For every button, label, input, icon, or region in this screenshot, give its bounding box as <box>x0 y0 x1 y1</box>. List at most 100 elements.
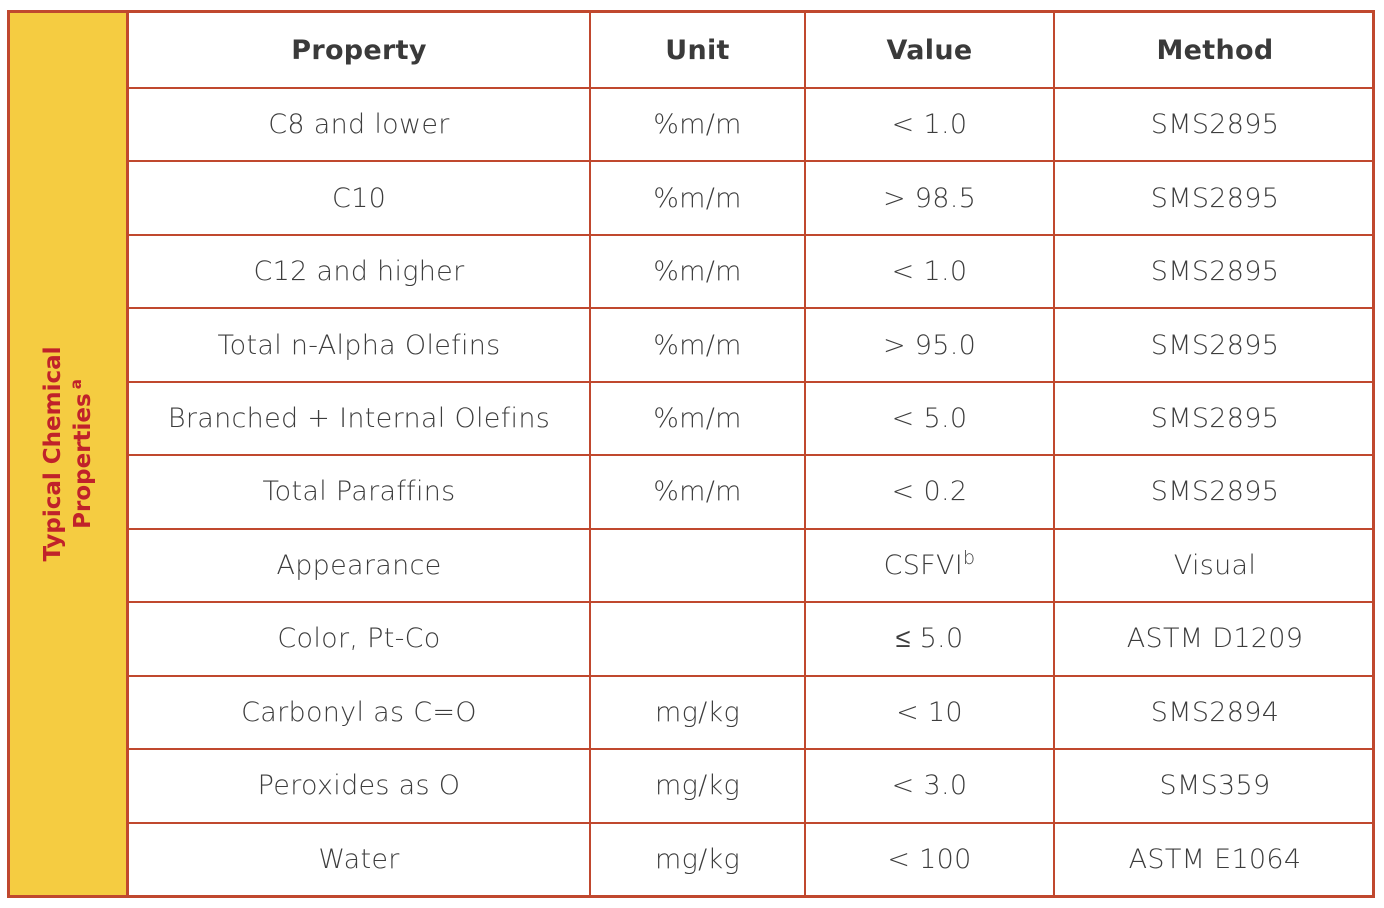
cell-property: Appearance <box>129 527 591 604</box>
cell-property: Total n-Alpha Olefins <box>129 307 591 383</box>
cell-value-text: < 5.0 <box>891 403 968 435</box>
cell-method-text: ASTM D1209 <box>1126 623 1304 655</box>
cell-method-text: Visual <box>1173 549 1257 581</box>
cell-unit: %m/m <box>589 307 806 383</box>
cell-value-text: < 10 <box>896 696 963 728</box>
cell-value-text: < 1.0 <box>891 256 968 288</box>
cell-property-text: Color, Pt-Co <box>277 623 441 655</box>
cell-method: Visual <box>1053 527 1375 604</box>
cell-unit-text: %m/m <box>653 476 742 508</box>
cell-property-text: Branched + Internal Olefins <box>167 403 551 435</box>
table-row: Branched + Internal Olefins %m/m < 5.0 SMS2… <box>129 380 1375 457</box>
cell-method: SMS359 <box>1053 748 1375 824</box>
cell-unit-text: mg/kg <box>655 770 740 802</box>
cell-unit: mg/kg <box>589 748 806 824</box>
cell-method-text: SMS2895 <box>1150 476 1280 508</box>
cell-property: C12 and higher <box>129 233 591 310</box>
cell-method-text: SMS2894 <box>1150 696 1280 728</box>
cell-method: SMS2895 <box>1053 160 1375 236</box>
cell-property-text: C8 and lower <box>268 109 450 141</box>
cell-unit-text: %m/m <box>653 109 742 141</box>
cell-method-text: SMS2895 <box>1150 182 1280 214</box>
cell-unit-text: mg/kg <box>655 843 740 875</box>
table-row: Total n-Alpha Olefins %m/m > 95.0 SMS2895 <box>129 307 1375 383</box>
cell-property-text: Peroxides as O <box>257 770 461 802</box>
header-row: Property Unit Value Method <box>129 13 1375 89</box>
header-unit: Unit <box>589 13 806 89</box>
cell-value-text: < 0.2 <box>891 476 968 508</box>
cell-method-text: SMS2895 <box>1150 329 1280 361</box>
cell-value: < 5.0 <box>804 380 1055 457</box>
table-row: Color, Pt-Co ≤ 5.0 ASTM D1209 <box>129 601 1375 677</box>
side-category-band: Typical Chemical Properties a <box>10 13 129 895</box>
side-label-line2: Properties <box>70 393 96 529</box>
table-row: C10 %m/m > 98.5 SMS2895 <box>129 160 1375 236</box>
properties-table-frame: Typical Chemical Properties a Property Un… <box>7 10 1375 898</box>
table-row: Water mg/kg < 100 ASTM E1064 <box>129 821 1375 895</box>
cell-unit: %m/m <box>589 160 806 236</box>
cell-unit: %m/m <box>589 454 806 530</box>
cell-unit-text: %m/m <box>653 182 742 214</box>
cell-value-text: > 95.0 <box>882 329 977 361</box>
cell-unit-text: %m/m <box>653 256 742 288</box>
side-category-label: Typical Chemical Properties a <box>38 346 98 561</box>
cell-unit: mg/kg <box>589 674 806 751</box>
cell-property: C10 <box>129 160 591 236</box>
cell-property: Carbonyl as C=O <box>129 674 591 751</box>
header-value: Value <box>804 13 1055 89</box>
cell-unit-text: %m/m <box>653 329 742 361</box>
cell-value-text: < 1.0 <box>891 109 968 141</box>
cell-method: SMS2895 <box>1053 454 1375 530</box>
cell-method: SMS2895 <box>1053 380 1375 457</box>
cell-unit <box>589 527 806 604</box>
cell-property-text: Total Paraffins <box>262 476 456 508</box>
cell-method: SMS2895 <box>1053 307 1375 383</box>
cell-property: Peroxides as O <box>129 748 591 824</box>
cell-value: CSFVIb <box>804 527 1055 604</box>
cell-value: < 3.0 <box>804 748 1055 824</box>
cell-value: > 95.0 <box>804 307 1055 383</box>
cell-method: SMS2894 <box>1053 674 1375 751</box>
cell-method-text: SMS359 <box>1159 770 1271 802</box>
table-row: C8 and lower %m/m < 1.0 SMS2895 <box>129 88 1375 163</box>
cell-unit: mg/kg <box>589 821 806 895</box>
table-body: C8 and lower %m/m < 1.0 SMS2895 C10 %m/m > 98.… <box>129 88 1375 895</box>
cell-method-text: ASTM E1064 <box>1128 843 1302 875</box>
cell-value: < 100 <box>804 821 1055 895</box>
cell-property-text: Water <box>318 843 400 875</box>
cell-value-text: < 3.0 <box>891 770 968 802</box>
cell-method-text: SMS2895 <box>1150 256 1280 288</box>
cell-value: < 0.2 <box>804 454 1055 530</box>
cell-property-text: Carbonyl as C=O <box>241 696 477 728</box>
cell-unit: %m/m <box>589 233 806 310</box>
table-row: Appearance CSFVIb Visual <box>129 527 1375 604</box>
cell-unit-text: %m/m <box>653 403 742 435</box>
cell-value: < 1.0 <box>804 88 1055 163</box>
cell-unit <box>589 601 806 677</box>
side-label-line1: Typical Chemical <box>40 346 66 562</box>
cell-property-text: Total n-Alpha Olefins <box>217 329 501 361</box>
cell-method: ASTM D1209 <box>1053 601 1375 677</box>
table-row: Carbonyl as C=O mg/kg < 10 SMS2894 <box>129 674 1375 751</box>
cell-value: > 98.5 <box>804 160 1055 236</box>
cell-property: Color, Pt-Co <box>129 601 591 677</box>
cell-value-footnote-marker: b <box>963 546 976 569</box>
table-row: Total Paraffins %m/m < 0.2 SMS2895 <box>129 454 1375 530</box>
cell-unit-text: mg/kg <box>655 696 740 728</box>
cell-property-text: C12 and higher <box>253 256 465 288</box>
cell-value-text: < 100 <box>887 843 972 875</box>
side-label-footnote-marker: a <box>67 379 86 390</box>
cell-property: Branched + Internal Olefins <box>129 380 591 457</box>
cell-value: ≤ 5.0 <box>804 601 1055 677</box>
header-property: Property <box>129 13 591 89</box>
cell-property-text: C10 <box>331 182 387 214</box>
cell-property: Water <box>129 821 591 895</box>
cell-value-text: ≤ 5.0 <box>895 623 964 655</box>
cell-method-text: SMS2895 <box>1150 403 1280 435</box>
cell-property-text: Appearance <box>276 549 442 581</box>
properties-table: Property Unit Value Method C8 and lower%… <box>129 13 1375 895</box>
cell-value-text: > 98.5 <box>882 182 977 214</box>
cell-value: < 1.0 <box>804 233 1055 310</box>
cell-method: ASTM E1064 <box>1053 821 1375 895</box>
cell-method: SMS2895 <box>1053 233 1375 310</box>
